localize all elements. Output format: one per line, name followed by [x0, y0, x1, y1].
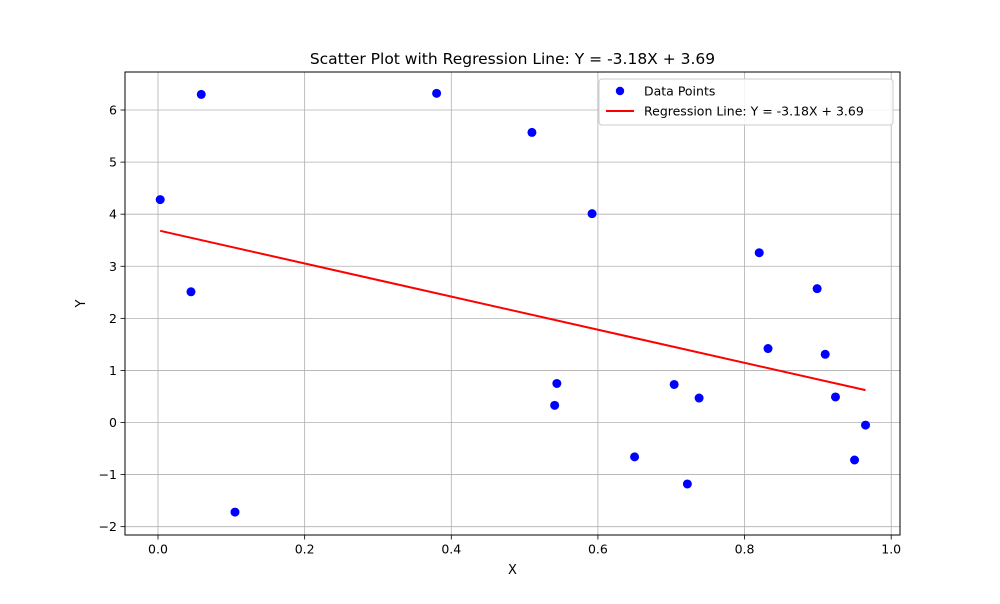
x-tick-label: 0.8	[735, 542, 755, 557]
x-tick-label: 0.0	[148, 542, 168, 557]
y-tick-label: 4	[109, 207, 117, 222]
data-point	[682, 479, 692, 489]
data-point	[694, 393, 704, 403]
data-point	[552, 378, 562, 388]
data-point	[812, 284, 822, 294]
data-point	[820, 349, 830, 359]
data-point	[669, 379, 679, 389]
data-point	[763, 344, 773, 354]
y-tick-label: 1	[109, 363, 117, 378]
grid-lines	[125, 72, 900, 535]
data-point	[630, 452, 640, 462]
y-tick-label: 3	[109, 259, 117, 274]
regression-line	[159, 229, 866, 392]
data-point	[850, 455, 860, 465]
y-tick-label: −1	[99, 467, 117, 482]
plot-series	[155, 88, 871, 517]
y-tick-label: −2	[99, 519, 117, 534]
axis-ticks: 0.0 0.2 0.4 0.6 0.8 1.0 −2 −1 0 1 2 3 4 5 6	[99, 103, 902, 557]
data-point	[196, 89, 206, 99]
y-tick-label: 6	[109, 103, 117, 118]
data-point	[155, 195, 165, 205]
x-tick-label: 0.6	[588, 542, 608, 557]
data-point	[587, 209, 597, 219]
data-point	[830, 392, 840, 402]
y-tick-label: 5	[109, 155, 117, 170]
x-tick-label: 0.4	[441, 542, 461, 557]
x-tick-label: 0.2	[295, 542, 315, 557]
legend-label-regression-line: Regression Line: Y = -3.18X + 3.69	[644, 104, 864, 119]
legend-box	[598, 78, 894, 126]
data-point	[432, 88, 442, 98]
x-tick-label: 1.0	[881, 542, 901, 557]
data-point	[550, 400, 560, 410]
data-point	[861, 420, 871, 430]
legend-marker-data-points	[615, 86, 625, 96]
chart-title: Scatter Plot with Regression Line: Y = -…	[310, 50, 715, 68]
data-point	[754, 248, 764, 258]
y-axis-label: Y	[74, 299, 89, 308]
legend: Data Points Regression Line: Y = -3.18X …	[598, 78, 894, 126]
x-axis-label: X	[508, 563, 517, 578]
data-point	[527, 127, 537, 137]
data-point	[230, 507, 240, 517]
legend-label-data-points: Data Points	[644, 84, 715, 99]
data-point	[186, 287, 196, 297]
y-tick-label: 0	[109, 415, 117, 430]
y-tick-label: 2	[109, 311, 117, 326]
plot-frame	[124, 71, 901, 536]
